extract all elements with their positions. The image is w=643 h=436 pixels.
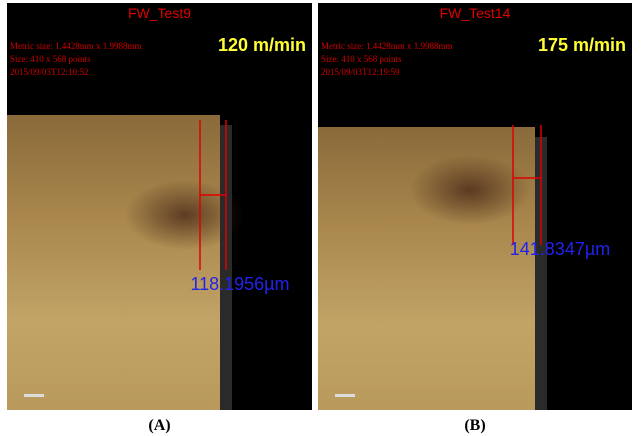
cutting-speed: 120 m/min bbox=[218, 35, 306, 55]
burn-mark bbox=[410, 155, 530, 225]
image-info: Size: 410 x 568 points bbox=[321, 54, 402, 64]
metal-surface bbox=[7, 115, 220, 410]
scale-bar bbox=[335, 394, 355, 397]
image-info: 2015/09/03T12:10:52 bbox=[10, 67, 89, 77]
image-info: 2015/09/03T12:19:59 bbox=[321, 67, 400, 77]
panel-label: (B) bbox=[464, 417, 485, 434]
figure: FW_Test9 Metric size: 1.4428mm x 1.9988mm… bbox=[0, 0, 643, 436]
image-info: Metric size: 1.4428mm x 1.9988mm bbox=[10, 41, 141, 51]
micrograph-panel: FW_Test14 Metric size: 1.4428mm x 1.9988m… bbox=[318, 3, 632, 410]
measurement: 141.8347µm bbox=[510, 239, 610, 259]
measurement: 118.1956µm bbox=[190, 274, 289, 294]
image-title: FW_Test14 bbox=[440, 5, 511, 21]
image-info: Size: 410 x 568 points bbox=[10, 54, 91, 64]
micrograph-panel: FW_Test9 Metric size: 1.4428mm x 1.9988mm… bbox=[7, 3, 312, 410]
image-info: Metric size: 1.4428mm x 1.9988mm bbox=[321, 41, 452, 51]
cutting-speed: 175 m/min bbox=[538, 35, 626, 55]
panel-label: (A) bbox=[148, 417, 170, 434]
scale-bar bbox=[24, 394, 44, 397]
image-title: FW_Test9 bbox=[128, 5, 191, 21]
